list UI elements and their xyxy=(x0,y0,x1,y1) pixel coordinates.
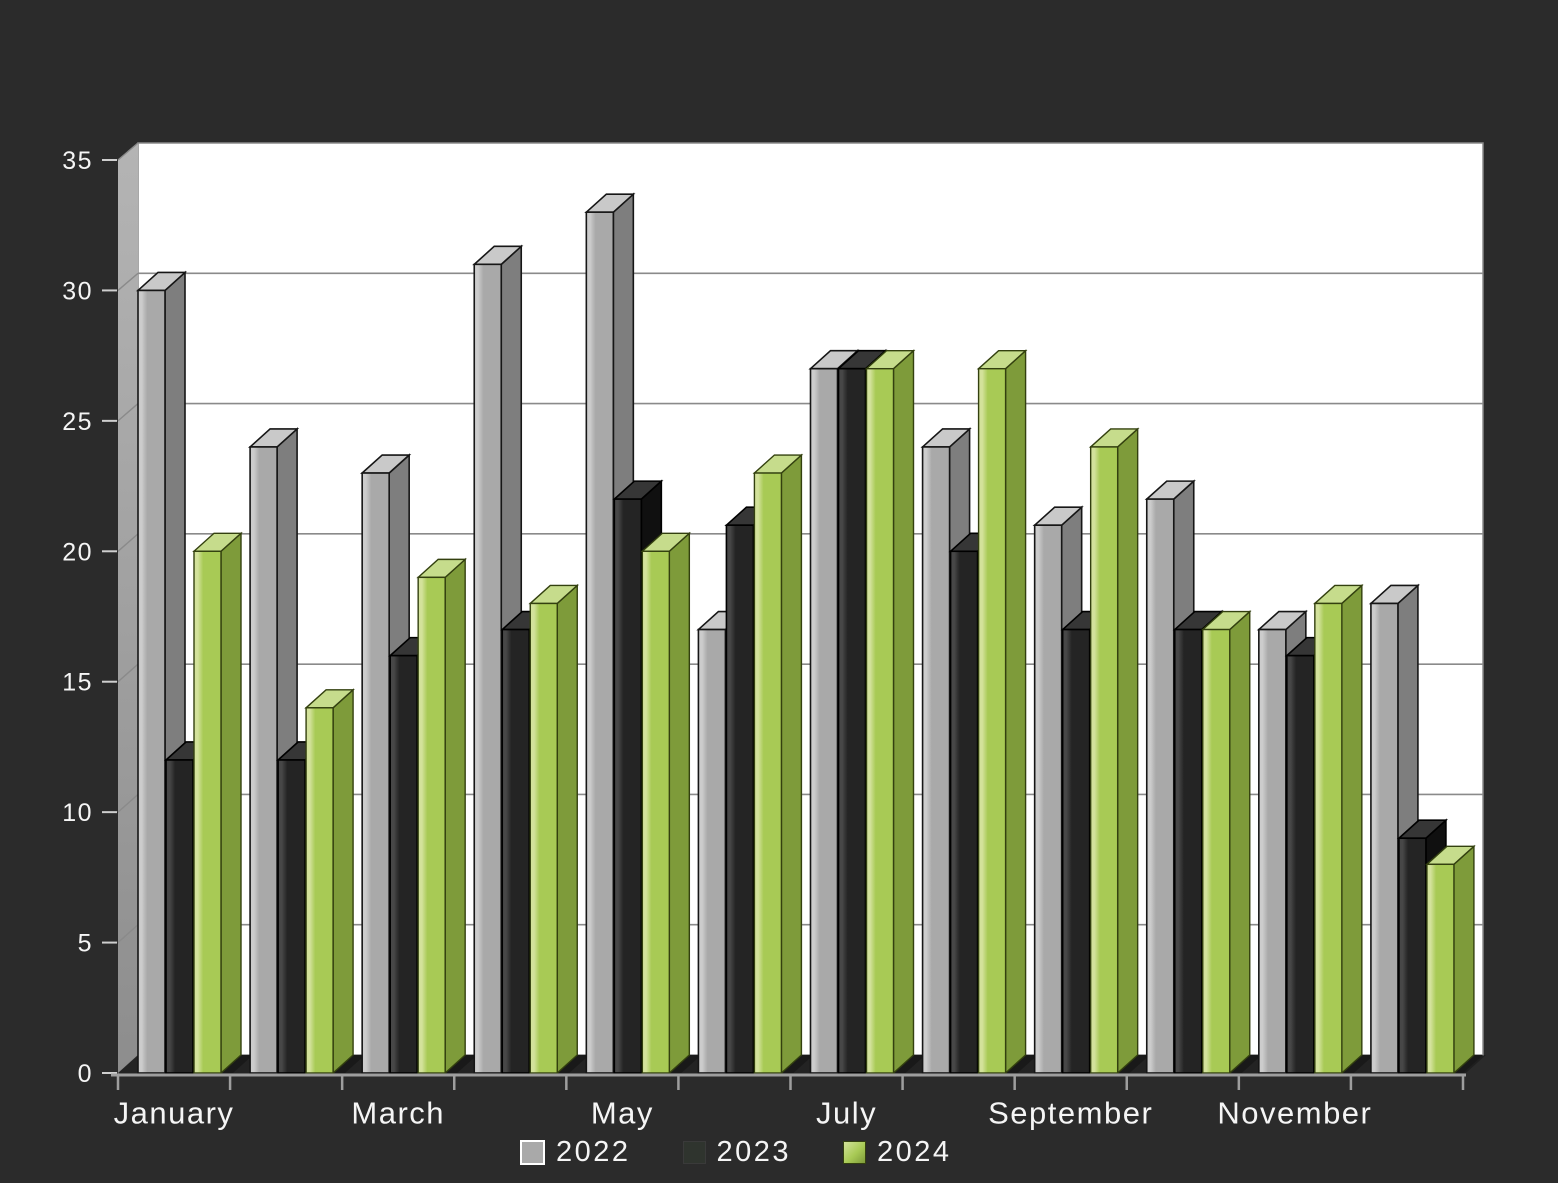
y-tick-label-10: 10 xyxy=(62,799,93,827)
bar-side-June-2024 xyxy=(780,453,803,1075)
bar-side-January-2024 xyxy=(220,531,242,1075)
wall-depth-line-30 xyxy=(117,272,139,291)
chart-legend: 2022 2023 2024 xyxy=(520,1135,952,1169)
y-tick-label-25: 25 xyxy=(62,408,93,436)
bar-August-2023 xyxy=(949,550,979,1074)
bar-shadow-November-2024 xyxy=(1341,1055,1374,1073)
bar-shadow-January-2024 xyxy=(221,1055,253,1073)
bar-June-2022 xyxy=(697,628,727,1074)
legend-item-2023: 2023 xyxy=(682,1135,792,1168)
plot-left-wall xyxy=(118,143,138,1073)
bar-February-2024 xyxy=(305,707,334,1074)
bar-December-2022 xyxy=(1370,602,1399,1074)
legend-item-2022: 2022 xyxy=(520,1135,631,1168)
bar-January-2022 xyxy=(137,289,166,1074)
bar-October-2022 xyxy=(1145,498,1175,1074)
wall-depth-line-20 xyxy=(117,533,139,552)
bar-July-2023 xyxy=(837,367,867,1074)
bar-side-May-2024 xyxy=(668,531,691,1075)
bar-shadow-August-2024 xyxy=(1005,1055,1038,1073)
wall-depth-line-10 xyxy=(117,793,139,813)
bar-shadow-March-2024 xyxy=(445,1055,478,1073)
bar-October-2024 xyxy=(1202,628,1231,1074)
bar-September-2024 xyxy=(1089,446,1119,1074)
x-label-November: November xyxy=(1217,1096,1372,1131)
bar-shadow-February-2024 xyxy=(333,1055,366,1073)
bar-January-2024 xyxy=(193,550,222,1074)
bar-March-2024 xyxy=(417,576,446,1074)
bar-March-2022 xyxy=(361,472,390,1074)
bar-July-2022 xyxy=(809,367,839,1074)
bar-May-2023 xyxy=(613,498,643,1074)
bar-November-2024 xyxy=(1314,602,1343,1074)
legend-swatch-2024-icon xyxy=(843,1140,867,1164)
wall-depth-line-5 xyxy=(117,924,139,944)
bar-April-2024 xyxy=(529,602,558,1074)
legend-swatch-2023-icon xyxy=(682,1140,706,1164)
legend-label-2022: 2022 xyxy=(556,1135,631,1168)
bar-May-2022 xyxy=(585,211,615,1074)
x-label-September: September xyxy=(988,1096,1153,1131)
bar-July-2024 xyxy=(865,367,895,1074)
bar-side-October-2024 xyxy=(1229,609,1251,1075)
bar-December-2024 xyxy=(1426,863,1455,1074)
bar-April-2023 xyxy=(501,628,531,1074)
bar-September-2022 xyxy=(1033,524,1063,1074)
x-label-March: March xyxy=(351,1096,445,1131)
bar-side-November-2024 xyxy=(1341,583,1363,1075)
legend-item-2024: 2024 xyxy=(843,1135,952,1168)
legend-label-2024: 2024 xyxy=(877,1135,952,1168)
bar-May-2024 xyxy=(641,550,671,1074)
bar-side-August-2024 xyxy=(1004,349,1027,1075)
wall-depth-line-35 xyxy=(117,142,139,161)
bar-shadow-October-2024 xyxy=(1229,1055,1262,1073)
y-tick-label-5: 5 xyxy=(78,930,93,958)
bar-side-April-2024 xyxy=(556,583,578,1075)
bar-April-2022 xyxy=(473,263,503,1074)
bar-September-2023 xyxy=(1061,628,1091,1074)
x-label-January: January xyxy=(114,1096,235,1131)
legend-swatch-2022-icon xyxy=(520,1139,545,1165)
bar-December-2023 xyxy=(1398,837,1427,1074)
y-tick-label-15: 15 xyxy=(62,669,93,697)
legend-label-2023: 2023 xyxy=(716,1135,792,1168)
bar-shadow-December-2024 xyxy=(1453,1055,1486,1073)
bar-side-December-2024 xyxy=(1453,844,1475,1075)
y-tick-label-30: 30 xyxy=(62,277,93,305)
bar-January-2023 xyxy=(165,759,194,1074)
wall-depth-line-25 xyxy=(117,403,139,422)
wall-depth-line-15 xyxy=(117,663,139,683)
bar-February-2023 xyxy=(277,759,306,1074)
bar-shadow-April-2024 xyxy=(557,1055,590,1073)
bar-November-2023 xyxy=(1286,654,1315,1074)
bar-side-March-2024 xyxy=(444,557,466,1075)
bar-shadow-July-2024 xyxy=(893,1055,926,1073)
bar-August-2024 xyxy=(977,367,1007,1074)
bar-June-2024 xyxy=(753,472,783,1074)
bar-shadow-May-2024 xyxy=(669,1055,702,1073)
bar-August-2022 xyxy=(921,446,951,1074)
bar-November-2022 xyxy=(1258,628,1287,1074)
bar-shadow-June-2024 xyxy=(781,1055,814,1073)
bar-February-2022 xyxy=(249,446,278,1074)
y-tick-label-35: 35 xyxy=(62,147,93,175)
x-label-May: May xyxy=(591,1096,654,1131)
bar-shadow-September-2024 xyxy=(1117,1055,1150,1073)
bar-October-2023 xyxy=(1173,628,1203,1074)
y-tick-label-20: 20 xyxy=(62,538,93,566)
y-tick-label-0: 0 xyxy=(78,1060,93,1088)
x-label-July: July xyxy=(816,1096,877,1131)
bar-June-2023 xyxy=(725,524,755,1074)
bar-side-September-2024 xyxy=(1116,427,1139,1075)
bar-side-February-2024 xyxy=(332,688,354,1075)
bar-March-2023 xyxy=(389,654,418,1074)
bar-side-July-2024 xyxy=(892,349,915,1075)
